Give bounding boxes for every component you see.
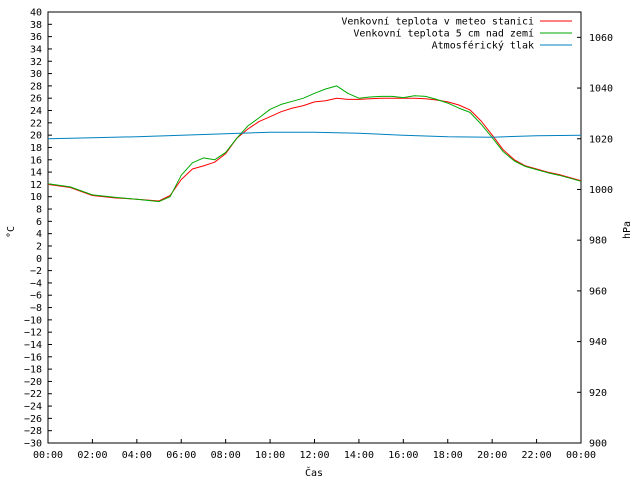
y-left-tick-label: 38 bbox=[30, 20, 42, 31]
y-right-tick-label: 980 bbox=[589, 236, 607, 247]
series-line-3 bbox=[47, 131, 582, 140]
y-left-tick-label: 32 bbox=[30, 57, 42, 68]
x-tick-label: 00:00 bbox=[566, 450, 596, 461]
plot-frame bbox=[47, 11, 582, 444]
x-tick-label: 08:00 bbox=[211, 450, 241, 461]
legend-label-3: Atmosférický tlak bbox=[432, 40, 534, 52]
y-left-tick-label: −16 bbox=[24, 352, 42, 363]
x-tick-label: 10:00 bbox=[255, 450, 285, 461]
y-left-tick-label: 0 bbox=[36, 254, 42, 265]
y-left-tick-label: 16 bbox=[30, 155, 42, 166]
y-right-tick-label: 920 bbox=[589, 388, 607, 399]
x-axis-title: Čas bbox=[305, 466, 323, 479]
y-left-tick-label: −8 bbox=[30, 303, 42, 314]
y-left-tick-label: −10 bbox=[24, 315, 42, 326]
y-left-tick-label: 14 bbox=[30, 168, 42, 179]
y-left-tick-label: 10 bbox=[30, 192, 42, 203]
y-right-tick-label: 960 bbox=[589, 286, 607, 297]
y-left-tick-label: 26 bbox=[30, 94, 42, 105]
x-tick-label: 20:00 bbox=[477, 450, 507, 461]
y-left-tick-label: 24 bbox=[30, 106, 42, 117]
y-left-tick-label: 12 bbox=[30, 180, 42, 191]
x-tick-label: 22:00 bbox=[522, 450, 552, 461]
y-left-tick-label: 22 bbox=[30, 118, 42, 129]
y-left-tick-label: −30 bbox=[24, 439, 42, 450]
legend: Venkovní teplota v meteo staniciVenkovní… bbox=[341, 16, 572, 52]
left-axis-ticks: −30−28−26−24−22−20−18−16−14−12−10−8−6−4−… bbox=[24, 8, 52, 450]
series-layer bbox=[47, 85, 582, 203]
y-left-tick-label: −20 bbox=[24, 377, 42, 388]
y-left-tick-label: −26 bbox=[24, 414, 42, 425]
x-tick-label: 12:00 bbox=[299, 450, 329, 461]
y-left-tick-label: 20 bbox=[30, 131, 42, 142]
x-tick-label: 04:00 bbox=[122, 450, 152, 461]
y-right-tick-label: 940 bbox=[589, 337, 607, 348]
right-axis-ticks: 900 920 940 960 980 1000 1020 1040 1060 bbox=[577, 33, 613, 450]
y-left-tick-label: −4 bbox=[30, 278, 42, 289]
y-left-tick-label: −22 bbox=[24, 389, 42, 400]
x-tick-label: 06:00 bbox=[166, 450, 196, 461]
x-tick-label: 16:00 bbox=[388, 450, 418, 461]
y-left-tick-label: −14 bbox=[24, 340, 42, 351]
x-tick-label: 02:00 bbox=[77, 450, 107, 461]
legend-label-1: Venkovní teplota v meteo stanici bbox=[341, 16, 534, 28]
y-left-tick-label: 40 bbox=[30, 8, 42, 19]
y-left-tick-label: 28 bbox=[30, 81, 42, 92]
y-right-tick-label: 1060 bbox=[589, 33, 613, 44]
y-right-tick-label: 900 bbox=[589, 439, 607, 450]
series-line-1 bbox=[47, 97, 582, 202]
y-left-tick-label: 4 bbox=[36, 229, 42, 240]
y-left-tick-label: 30 bbox=[30, 69, 42, 80]
y-right-tick-label: 1040 bbox=[589, 84, 613, 95]
y-axis-left-title: °C bbox=[6, 226, 17, 238]
x-tick-label: 14:00 bbox=[344, 450, 374, 461]
y-left-tick-label: −24 bbox=[24, 402, 42, 413]
x-tick-label: 18:00 bbox=[433, 450, 463, 461]
y-left-tick-label: 34 bbox=[30, 44, 42, 55]
y-left-tick-label: −2 bbox=[30, 266, 42, 277]
y-left-tick-label: 6 bbox=[36, 217, 42, 228]
y-left-tick-label: −28 bbox=[24, 426, 42, 437]
series-line-2 bbox=[47, 85, 582, 203]
y-axis-right-title: hPa bbox=[622, 221, 633, 239]
y-left-tick-label: 18 bbox=[30, 143, 42, 154]
y-left-tick-label: −12 bbox=[24, 328, 42, 339]
y-left-tick-label: −18 bbox=[24, 365, 42, 376]
y-left-tick-label: −6 bbox=[30, 291, 42, 302]
x-axis-ticks: 00:00 02:00 04:00 06:00 08:00 10:00 12:00 14:00… bbox=[33, 439, 596, 461]
y-left-tick-label: 2 bbox=[36, 241, 42, 252]
plot-area bbox=[47, 11, 582, 444]
legend-label-2: Venkovní teplota 5 cm nad zemí bbox=[353, 28, 534, 40]
y-left-tick-label: 36 bbox=[30, 32, 42, 43]
y-right-tick-label: 1020 bbox=[589, 134, 613, 145]
y-right-tick-label: 1000 bbox=[589, 185, 613, 196]
x-tick-label: 00:00 bbox=[33, 450, 63, 461]
y-left-tick-label: 8 bbox=[36, 205, 42, 216]
